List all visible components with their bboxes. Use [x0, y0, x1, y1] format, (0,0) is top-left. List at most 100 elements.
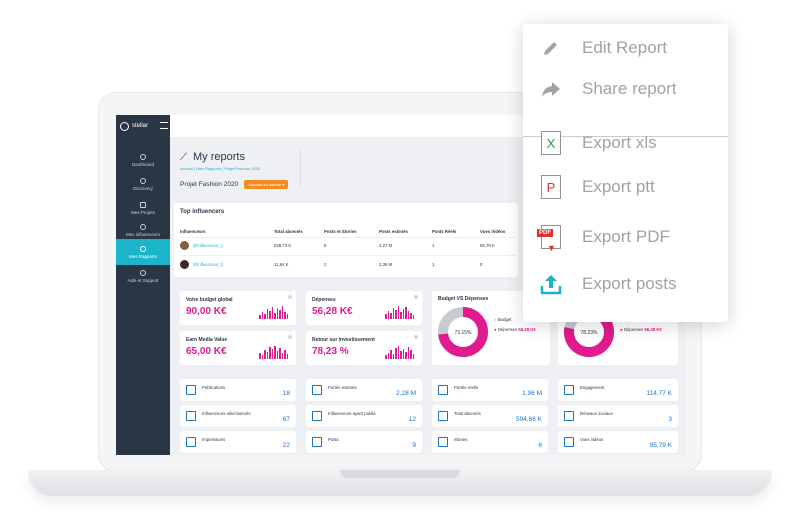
stat-label: Stories	[454, 437, 468, 442]
column-header[interactable]: Total abonnés	[274, 229, 303, 234]
donut-percent: 78.23%	[581, 330, 599, 336]
page-title: My reports	[193, 151, 245, 163]
main-content: ⟋ My reports Accueil | Mes Rapports | Pr…	[170, 137, 686, 455]
menu-item-export-xls[interactable]: X Export xls	[523, 123, 728, 163]
help-icon	[140, 269, 146, 276]
column-header[interactable]: Posts estimés	[379, 229, 408, 234]
publication-icon	[186, 385, 196, 395]
chart-bar-icon	[438, 385, 448, 395]
legend-expenses: ● Dépenses 56,28 K€	[620, 327, 662, 332]
menu-item-label: Edit Report	[582, 38, 668, 57]
header-divider	[300, 147, 301, 187]
stat-card: Influenceurs ayant publié 12	[306, 405, 422, 427]
menu-item-export-posts[interactable]: Export posts	[523, 264, 728, 304]
stat-value: 6	[538, 442, 542, 449]
sidebar-item-reports[interactable]: Mes Rapports	[116, 239, 170, 265]
top-influencers-title: Top influencers	[180, 209, 225, 215]
sidebar: stellar Dashboard Discovery Mes Projets …	[116, 115, 170, 455]
stat-value: 114,77 K	[646, 390, 672, 397]
table-cell: 2,27 M	[379, 243, 393, 248]
sparkline	[259, 345, 288, 359]
info-dot-icon[interactable]	[414, 295, 418, 299]
top-influencers-card: Top influencers Influenceurs Total abonn…	[174, 203, 518, 277]
stat-value: 67	[282, 416, 290, 423]
sidebar-item-discovery[interactable]: Discovery	[116, 171, 170, 197]
stat-card: Total abonnés 594,66 K	[432, 405, 548, 427]
menu-item-share-report[interactable]: Share report	[523, 69, 728, 109]
kpi-value: 78,23 %	[312, 346, 349, 357]
legend-expenses: ● Dépenses 56,28 K€	[494, 327, 536, 332]
stat-label: Vues vidéos	[580, 437, 604, 442]
row-divider	[180, 237, 516, 238]
donut-chart: 73.15%	[438, 307, 488, 357]
stat-card: Publications 18	[180, 379, 296, 401]
kpi-label: Votre budget global	[186, 297, 233, 303]
stat-value: 12	[408, 416, 416, 423]
sidebar-item-label: Aide et Support	[127, 277, 159, 283]
kpi-label: Dépenses	[312, 297, 336, 303]
sidebar-item-support[interactable]: Aide et Support	[116, 263, 170, 289]
status-badge[interactable]: Rapport en attente ▾	[244, 180, 289, 189]
table-cell: 2,35 M	[379, 262, 393, 267]
stories-icon	[438, 437, 448, 447]
sidebar-item-projects[interactable]: Mes Projets	[116, 195, 170, 221]
column-header[interactable]: Posts Réels	[432, 229, 457, 234]
column-header[interactable]: Influenceurs	[180, 229, 206, 234]
menu-item-edit-report[interactable]: Edit Report	[523, 28, 728, 68]
page-header: ⟋ My reports	[180, 151, 245, 163]
info-dot-icon[interactable]	[288, 295, 292, 299]
menu-item-label: Export posts	[582, 274, 677, 293]
budget-chart-title: Budget VS Dépenses	[438, 296, 489, 302]
influencer-link[interactable]: @influenceur_1	[193, 243, 224, 248]
column-header[interactable]: Posts et Stories	[324, 229, 357, 234]
stat-value: 22	[282, 442, 290, 449]
sidebar-item-label: Mes Projets	[131, 209, 155, 215]
sidebar-item-dashboard[interactable]: Dashboard	[116, 147, 170, 173]
menu-toggle-icon[interactable]	[160, 122, 168, 129]
sidebar-item-label: Discovery	[133, 185, 153, 191]
user-icon	[140, 223, 146, 230]
stat-label: Engagement	[580, 385, 605, 390]
impressions-icon	[186, 437, 196, 447]
stat-card: Réseaux sociaux 3	[558, 405, 678, 427]
stat-card: Stories 6	[432, 431, 548, 453]
table-cell: 0	[480, 262, 483, 267]
menu-item-export-pdf[interactable]: PDF ▼ Export PDF	[523, 217, 728, 257]
avatar	[180, 241, 189, 250]
menu-item-export-ppt[interactable]: P Export ptt	[523, 167, 728, 207]
pdf-file-icon: PDF ▼	[537, 225, 563, 253]
kpi-value: 90,00 K€	[186, 306, 227, 317]
stat-card: Engagement 114,77 K	[558, 379, 678, 401]
info-dot-icon[interactable]	[288, 335, 292, 339]
legend-budget: ● Budget	[494, 317, 512, 322]
stat-card: Posts 9	[306, 431, 422, 453]
info-dot-icon[interactable]	[414, 335, 418, 339]
upload-icon	[539, 272, 563, 296]
kpi-card-expenses: Dépenses 56,28 K€	[306, 291, 422, 325]
stat-card: Impressions 22	[180, 431, 296, 453]
xls-file-icon: X	[539, 131, 563, 155]
sidebar-item-label: Dashboard	[131, 161, 154, 167]
table-cell: 8	[324, 243, 327, 248]
stat-card: Vues vidéos 95,79 K	[558, 431, 678, 453]
column-header[interactable]: Vues Vidéos	[480, 229, 506, 234]
play-video-icon	[564, 437, 574, 447]
project-row: Projet Fashion 2020 Rapport en attente ▾	[180, 180, 289, 189]
brand[interactable]: stellar	[116, 115, 170, 137]
influencer-link[interactable]: @influenceur_2	[193, 262, 224, 267]
donut-percent: 73.15%	[455, 330, 473, 336]
sidebar-item-influencers[interactable]: Mes influenceurs	[116, 217, 170, 243]
chart-icon	[140, 245, 146, 252]
stat-label: Posts	[328, 437, 339, 442]
menu-divider	[523, 136, 728, 137]
row-divider	[180, 255, 516, 256]
stat-label: Portée réelle	[454, 385, 479, 390]
table-cell: 11,94 K	[274, 262, 289, 267]
globe-icon	[564, 411, 574, 421]
stat-value: 1,96 M	[522, 390, 542, 397]
image-icon	[312, 437, 322, 447]
breadcrumb[interactable]: Accueil | Mes Rapports | Projet Fashion …	[180, 166, 261, 171]
stat-card: Portée estimée 2,28 M	[306, 379, 422, 401]
kpi-value: 65,00 K€	[186, 346, 227, 357]
heart-icon	[564, 385, 574, 395]
